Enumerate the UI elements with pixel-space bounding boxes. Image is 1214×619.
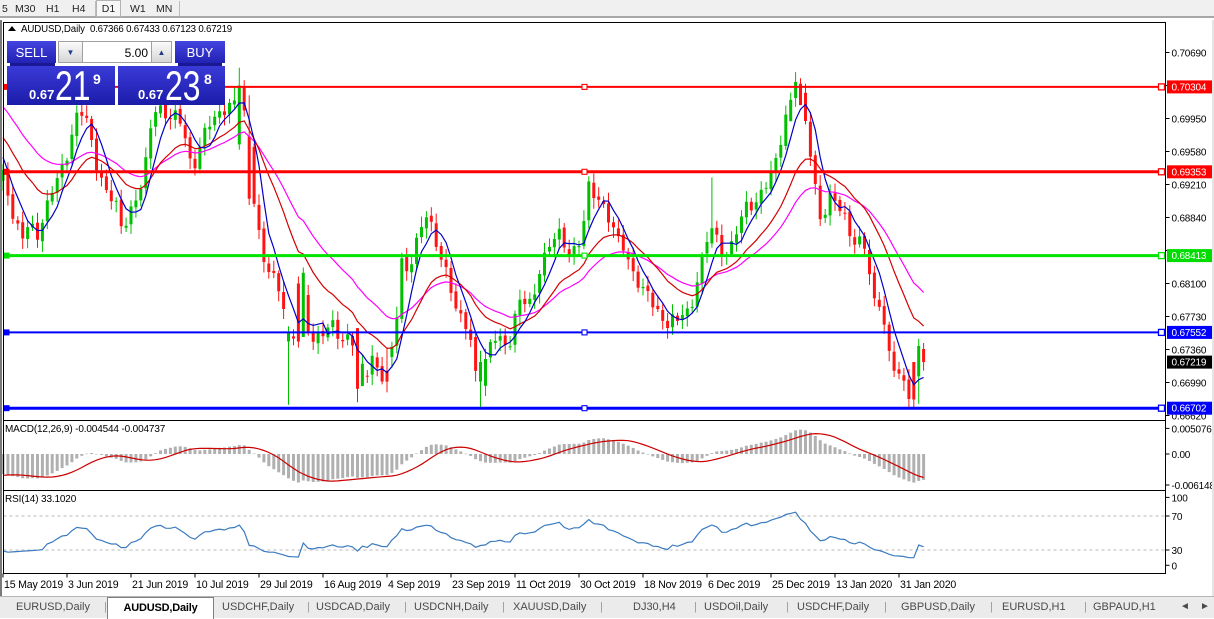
svg-text:0.00: 0.00 [1172, 450, 1191, 461]
svg-text:0.69353: 0.69353 [1172, 167, 1207, 178]
svg-text:0.70690: 0.70690 [1172, 49, 1207, 60]
svg-text:29 Jul 2019: 29 Jul 2019 [260, 579, 313, 591]
svg-text:6 Dec 2019: 6 Dec 2019 [708, 579, 760, 591]
svg-text:0.69580: 0.69580 [1172, 148, 1207, 159]
svg-text:0.69210: 0.69210 [1172, 181, 1207, 192]
svg-text:MACD(12,26,9) -0.004544 -0.004: MACD(12,26,9) -0.004544 -0.004737 [5, 424, 166, 435]
svg-text:70: 70 [1172, 512, 1183, 523]
svg-text:4 Sep 2019: 4 Sep 2019 [388, 579, 441, 591]
svg-text:AUDUSD,Daily: AUDUSD,Daily [21, 24, 85, 35]
svg-text:11 Oct 2019: 11 Oct 2019 [516, 579, 571, 591]
svg-text:0: 0 [1172, 561, 1178, 572]
svg-text:0.67366 0.67433 0.67123 0.6721: 0.67366 0.67433 0.67123 0.67219 [90, 24, 232, 35]
svg-text:10 Jul 2019: 10 Jul 2019 [196, 579, 249, 591]
svg-text:31 Jan 2020: 31 Jan 2020 [900, 579, 956, 591]
svg-text:13 Jan 2020: 13 Jan 2020 [836, 579, 892, 591]
svg-text:15 May 2019: 15 May 2019 [4, 579, 63, 591]
svg-text:RSI(14) 33.1020: RSI(14) 33.1020 [5, 494, 77, 505]
svg-text:3 Jun 2019: 3 Jun 2019 [68, 579, 119, 591]
svg-text:0.68413: 0.68413 [1172, 251, 1207, 262]
svg-text:0.67219: 0.67219 [1172, 358, 1207, 369]
svg-text:-0.006148: -0.006148 [1172, 481, 1214, 492]
svg-text:0.67552: 0.67552 [1172, 328, 1207, 339]
svg-text:0.68840: 0.68840 [1172, 214, 1207, 225]
svg-text:0.66990: 0.66990 [1172, 379, 1207, 390]
svg-text:100: 100 [1172, 493, 1189, 504]
svg-text:0.67730: 0.67730 [1172, 313, 1207, 324]
svg-text:0.70304: 0.70304 [1172, 82, 1207, 93]
svg-text:0.67360: 0.67360 [1172, 346, 1207, 357]
svg-text:18 Nov 2019: 18 Nov 2019 [644, 579, 702, 591]
svg-text:23 Sep 2019: 23 Sep 2019 [452, 579, 510, 591]
svg-text:0.66702: 0.66702 [1172, 404, 1207, 415]
svg-text:30 Oct 2019: 30 Oct 2019 [580, 579, 636, 591]
svg-text:0.005076: 0.005076 [1172, 424, 1213, 435]
svg-text:16 Aug 2019: 16 Aug 2019 [324, 579, 382, 591]
svg-text:30: 30 [1172, 546, 1183, 557]
svg-text:25 Dec 2019: 25 Dec 2019 [772, 579, 830, 591]
svg-text:21 Jun 2019: 21 Jun 2019 [132, 579, 188, 591]
svg-text:0.69950: 0.69950 [1172, 115, 1207, 126]
svg-text:0.68100: 0.68100 [1172, 280, 1207, 291]
